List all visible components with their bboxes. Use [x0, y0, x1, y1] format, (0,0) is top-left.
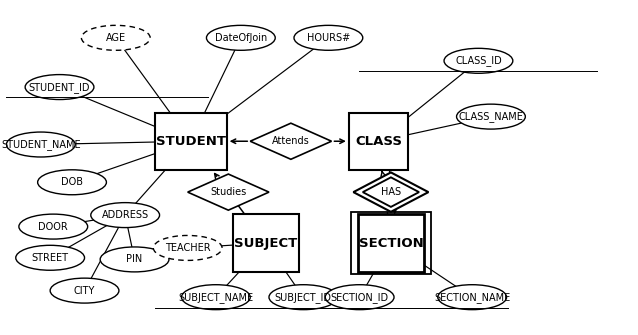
Bar — [358, 214, 424, 272]
Bar — [350, 211, 431, 274]
Polygon shape — [250, 123, 332, 159]
Text: DateOfJoin: DateOfJoin — [215, 33, 267, 43]
Text: Attends: Attends — [272, 136, 309, 146]
Ellipse shape — [438, 285, 507, 310]
Text: SUBJECT_ID: SUBJECT_ID — [275, 292, 332, 303]
Text: SUBJECT: SUBJECT — [234, 237, 297, 250]
Polygon shape — [353, 173, 429, 212]
Text: Studies: Studies — [210, 187, 246, 197]
Ellipse shape — [294, 25, 363, 50]
Text: SUBJECT_NAME: SUBJECT_NAME — [178, 292, 253, 303]
Text: SECTION_ID: SECTION_ID — [330, 292, 389, 303]
Text: ADDRESS: ADDRESS — [101, 210, 149, 220]
Ellipse shape — [16, 245, 84, 270]
Ellipse shape — [444, 48, 513, 73]
Ellipse shape — [457, 104, 525, 129]
Ellipse shape — [38, 170, 107, 195]
Text: SECTION: SECTION — [359, 237, 423, 250]
Ellipse shape — [325, 285, 394, 310]
Text: CLASS_ID: CLASS_ID — [455, 55, 502, 66]
Text: HAS: HAS — [381, 187, 401, 197]
Text: STUDENT_ID: STUDENT_ID — [29, 82, 90, 92]
Ellipse shape — [153, 236, 222, 260]
Text: HOURS#: HOURS# — [307, 33, 350, 43]
Polygon shape — [188, 174, 269, 210]
Text: CLASS_NAME: CLASS_NAME — [459, 111, 523, 122]
Text: AGE: AGE — [106, 33, 126, 43]
Bar — [155, 113, 226, 170]
Ellipse shape — [50, 278, 119, 303]
Text: DOB: DOB — [61, 177, 83, 187]
Ellipse shape — [269, 285, 338, 310]
Ellipse shape — [19, 214, 87, 239]
Text: STUDENT_NAME: STUDENT_NAME — [1, 139, 80, 150]
Text: CLASS: CLASS — [355, 135, 402, 148]
Bar — [233, 214, 299, 272]
Text: STREET: STREET — [32, 253, 69, 263]
Ellipse shape — [181, 285, 250, 310]
Ellipse shape — [82, 25, 150, 50]
Ellipse shape — [91, 203, 160, 227]
Text: PIN: PIN — [126, 254, 143, 264]
Text: SECTION_NAME: SECTION_NAME — [434, 292, 510, 303]
Ellipse shape — [207, 25, 275, 50]
Text: TEACHER: TEACHER — [165, 243, 211, 253]
Ellipse shape — [100, 247, 169, 272]
Text: DOOR: DOOR — [38, 221, 68, 231]
Ellipse shape — [6, 132, 75, 157]
Ellipse shape — [25, 75, 94, 99]
Bar — [349, 113, 408, 170]
Text: CITY: CITY — [74, 286, 95, 295]
Text: STUDENT: STUDENT — [156, 135, 226, 148]
